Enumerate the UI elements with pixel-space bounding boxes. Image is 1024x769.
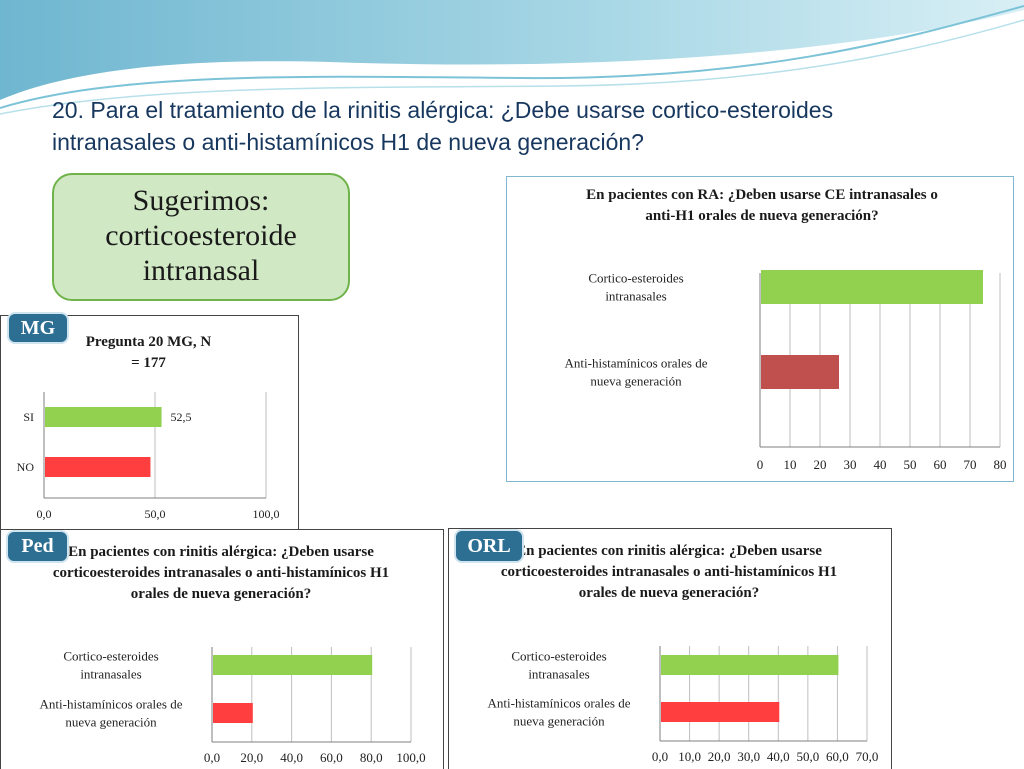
slide-title: 20. Para el tratamiento de la rinitis al… (52, 97, 834, 155)
tick-label: 0,0 (37, 507, 52, 521)
bar (761, 355, 839, 389)
chart-title: Pregunta 20 MG, N = 177 (85, 334, 212, 371)
tick-label: 40 (874, 457, 887, 472)
category-label: Cortico-esteroides (588, 271, 683, 286)
chart-orl: 0,0 10,0 20,0 30,0 40,0 50,0 60,0 70,0 Cortico-e… (488, 646, 879, 764)
tick-label: 10 (784, 457, 797, 472)
tick-label: 80 (994, 457, 1007, 472)
tick-label: 70,0 (856, 749, 879, 764)
chart-panel-orl: En pacientes con rinitis alérgica: ¿Debe… (448, 528, 892, 769)
tick-label: 60,0 (826, 749, 849, 764)
tick-label: 40,0 (767, 749, 790, 764)
tick-label: 0,0 (204, 750, 220, 765)
tick-label: 20,0 (240, 750, 263, 765)
category-label: Anti-histamínicos orales de (488, 696, 631, 711)
tick-label: 70 (964, 457, 977, 472)
chart-panel-ped: En pacientes con rinitis alérgica: ¿Debe… (0, 529, 444, 769)
bar (661, 702, 780, 722)
tick-label: 80,0 (360, 750, 383, 765)
tick-label: 0,0 (652, 749, 668, 764)
category-label: intranasales (528, 667, 589, 682)
chart-title: En pacientes con rinitis alérgica: ¿Debe… (500, 543, 838, 601)
data-label: 52,5 (171, 410, 192, 424)
header-wave (0, 0, 1024, 115)
tick-label: 10,0 (678, 749, 701, 764)
chart-mg: 0,0 50,0 100,0 SI 52,5 NO (17, 392, 280, 521)
bar (45, 457, 151, 477)
tick-label: 60,0 (320, 750, 343, 765)
tick-label: 0 (757, 457, 764, 472)
category-label: Cortico-esteroides (511, 649, 606, 664)
badge-ped: Ped (6, 530, 69, 563)
bar (213, 655, 373, 675)
badge-orl: ORL (454, 529, 524, 563)
category-label: intranasales (80, 667, 141, 682)
bar (761, 270, 983, 304)
chart-ped: 0,0 20,0 40,0 60,0 80,0 100,0 Cortico-esteroid… (40, 647, 426, 765)
tick-label: 50,0 (145, 507, 166, 521)
bar (213, 703, 253, 723)
tick-label: 20,0 (708, 749, 731, 764)
chart-ra: 0 10 20 30 40 50 60 70 80 Cortico-esteroides intra… (565, 270, 1007, 472)
category-label: intranasales (605, 289, 666, 304)
chart-panel-mg: Pregunta 20 MG, N = 177 0,0 50,0 100,0 SI 52… (0, 315, 299, 531)
bar (45, 407, 162, 427)
tick-label: 30,0 (737, 749, 760, 764)
chart-title: En pacientes con RA: ¿Deben usarse CE in… (586, 187, 938, 224)
category-label: SI (23, 410, 34, 424)
chart-title: En pacientes con rinitis alérgica: ¿Debe… (52, 544, 390, 602)
badge-mg: MG (7, 312, 69, 344)
tick-label: 30 (844, 457, 857, 472)
bar (661, 655, 839, 675)
tick-label: 20 (814, 457, 827, 472)
category-label: Cortico-esteroides (63, 649, 158, 664)
suggestion-box: Sugerimos: corticoesteroide intranasal (52, 173, 350, 301)
chart-panel-ra: En pacientes con RA: ¿Deben usarse CE in… (506, 176, 1014, 482)
category-label: nueva generación (65, 715, 157, 730)
category-label: nueva generación (513, 714, 605, 729)
tick-label: 60 (934, 457, 947, 472)
category-label: NO (17, 460, 35, 474)
tick-label: 100,0 (253, 507, 280, 521)
category-label: Anti-histamínicos orales de (565, 356, 708, 371)
tick-label: 50 (904, 457, 917, 472)
tick-label: 40,0 (280, 750, 303, 765)
category-label: nueva generación (590, 374, 682, 389)
tick-label: 50,0 (796, 749, 819, 764)
tick-label: 100,0 (396, 750, 425, 765)
category-label: Anti-histamínicos orales de (40, 697, 183, 712)
